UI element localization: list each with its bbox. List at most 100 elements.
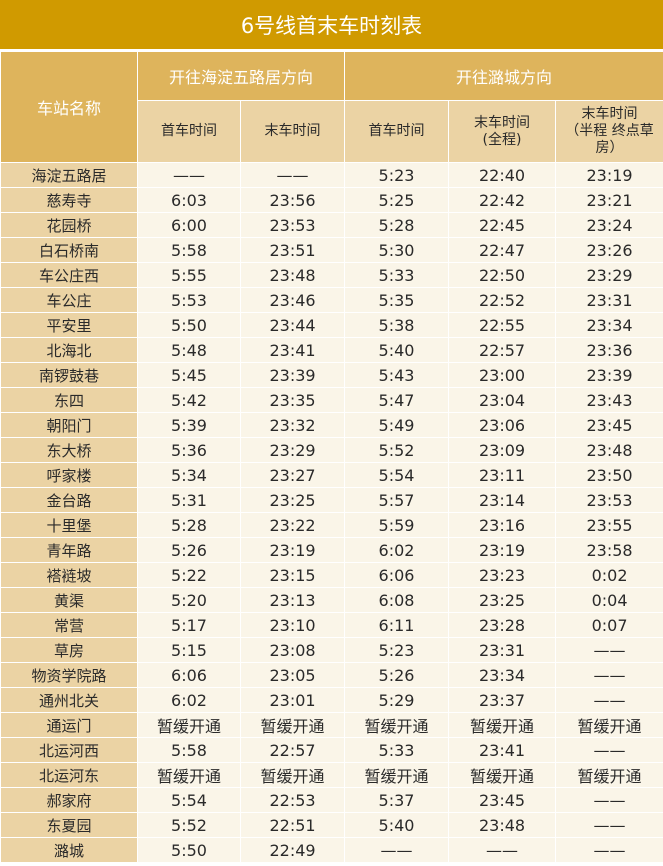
time-cell: 23:56 xyxy=(239,187,346,213)
table-row: 呼家楼 5:34 23:27 5:54 23:11 23:50 xyxy=(0,462,663,488)
time-cell: —— xyxy=(239,162,346,188)
station-name: 物资学院路 xyxy=(0,662,138,688)
time-cell: 23:27 xyxy=(239,462,346,488)
station-name: 通州北关 xyxy=(0,687,138,713)
time-cell: —— xyxy=(555,787,663,813)
time-cell: 23:22 xyxy=(239,512,346,538)
table-row: 北运河东 暂缓开通 暂缓开通 暂缓开通 暂缓开通 暂缓开通 xyxy=(0,762,663,788)
station-name: 褡裢坡 xyxy=(0,562,138,588)
table-row: 朝阳门 5:39 23:32 5:49 23:06 23:45 xyxy=(0,412,663,438)
station-name: 金台路 xyxy=(0,487,138,513)
time-cell: 22:47 xyxy=(448,237,557,263)
time-cell: 22:42 xyxy=(448,187,557,213)
time-cell: 23:11 xyxy=(448,462,557,488)
time-cell: 暂缓开通 xyxy=(137,762,241,788)
table-row: 慈寿寺 6:03 23:56 5:25 22:42 23:21 xyxy=(0,187,663,213)
time-cell: —— xyxy=(555,662,663,688)
table-row: 南锣鼓巷 5:45 23:39 5:43 23:00 23:39 xyxy=(0,362,663,388)
time-cell: 23:14 xyxy=(448,487,557,513)
station-name: 呼家楼 xyxy=(0,462,138,488)
time-cell: 23:45 xyxy=(555,412,663,438)
table-row: 白石桥南 5:58 23:51 5:30 22:47 23:26 xyxy=(0,237,663,263)
time-cell: 5:22 xyxy=(137,562,241,588)
table-row: 北海北 5:48 23:41 5:40 22:57 23:36 xyxy=(0,337,663,363)
time-cell: 5:20 xyxy=(137,587,241,613)
time-cell: 23:24 xyxy=(555,212,663,238)
time-cell: 23:01 xyxy=(239,687,346,713)
time-cell: 22:45 xyxy=(448,212,557,238)
time-cell: 22:55 xyxy=(448,312,557,338)
time-cell: 23:48 xyxy=(448,812,557,838)
time-cell: 23:53 xyxy=(555,487,663,513)
time-cell: 5:40 xyxy=(344,337,450,363)
time-cell: 23:29 xyxy=(239,437,346,463)
time-cell: —— xyxy=(137,162,241,188)
time-cell: 5:58 xyxy=(137,237,241,263)
time-cell: 22:52 xyxy=(448,287,557,313)
time-cell: 5:50 xyxy=(137,837,241,863)
time-cell: 0:04 xyxy=(555,587,663,613)
table-row: 花园桥 6:00 23:53 5:28 22:45 23:24 xyxy=(0,212,663,238)
time-cell: 6:11 xyxy=(344,612,450,638)
table-row: 褡裢坡 5:22 23:15 6:06 23:23 0:02 xyxy=(0,562,663,588)
time-cell: 5:25 xyxy=(344,187,450,213)
table-row: 十里堡 5:28 23:22 5:59 23:16 23:55 xyxy=(0,512,663,538)
time-cell: 暂缓开通 xyxy=(448,762,557,788)
time-cell: 5:29 xyxy=(344,687,450,713)
time-cell: 5:23 xyxy=(344,637,450,663)
table-row: 北运河西 5:58 22:57 5:33 23:41 —— xyxy=(0,737,663,763)
time-cell: 23:19 xyxy=(239,537,346,563)
table-row: 通州北关 6:02 23:01 5:29 23:37 —— xyxy=(0,687,663,713)
column-header: 首车时间 xyxy=(344,100,450,163)
station-name: 南锣鼓巷 xyxy=(0,362,138,388)
time-cell: 5:52 xyxy=(344,437,450,463)
station-name: 青年路 xyxy=(0,537,138,563)
time-cell: 23:31 xyxy=(448,637,557,663)
station-name: 黄渠 xyxy=(0,587,138,613)
direction-header-haidian: 开往海淀五路居方向 xyxy=(136,51,346,101)
table-row: 东大桥 5:36 23:29 5:52 23:09 23:48 xyxy=(0,437,663,463)
time-cell: 23:26 xyxy=(555,237,663,263)
time-cell: —— xyxy=(448,837,557,863)
time-cell: 暂缓开通 xyxy=(344,762,450,788)
time-cell: 23:58 xyxy=(555,537,663,563)
time-cell: 5:47 xyxy=(344,387,450,413)
time-cell: 0:02 xyxy=(555,562,663,588)
station-name: 海淀五路居 xyxy=(0,162,138,188)
station-name: 通运门 xyxy=(0,712,138,738)
time-cell: 5:53 xyxy=(137,287,241,313)
time-cell: 23:25 xyxy=(448,587,557,613)
time-cell: 5:55 xyxy=(137,262,241,288)
time-cell: 5:49 xyxy=(344,412,450,438)
time-cell: 23:43 xyxy=(555,387,663,413)
station-name: 朝阳门 xyxy=(0,412,138,438)
station-name: 潞城 xyxy=(0,837,138,863)
time-cell: 22:53 xyxy=(239,787,346,813)
column-header: 末车时间 xyxy=(239,100,346,163)
time-cell: 5:59 xyxy=(344,512,450,538)
time-cell: 暂缓开通 xyxy=(344,712,450,738)
table-row: 平安里 5:50 23:44 5:38 22:55 23:34 xyxy=(0,312,663,338)
time-cell: 22:50 xyxy=(448,262,557,288)
time-cell: 0:07 xyxy=(555,612,663,638)
time-cell: 暂缓开通 xyxy=(555,712,663,738)
time-cell: 22:57 xyxy=(239,737,346,763)
station-name: 车公庄西 xyxy=(0,262,138,288)
direction-header-lucheng: 开往潞城方向 xyxy=(344,51,663,101)
station-name: 花园桥 xyxy=(0,212,138,238)
time-cell: 23:37 xyxy=(448,687,557,713)
time-cell: 暂缓开通 xyxy=(239,762,346,788)
time-cell: 23:39 xyxy=(555,362,663,388)
time-cell: 23:55 xyxy=(555,512,663,538)
table-row: 常营 5:17 23:10 6:11 23:28 0:07 xyxy=(0,612,663,638)
time-cell: 23:19 xyxy=(448,537,557,563)
time-cell: 5:42 xyxy=(137,387,241,413)
column-header: 首车时间 xyxy=(137,100,241,163)
column-header: 末车时间 （半程 终点草房） xyxy=(555,100,663,163)
time-cell: 6:06 xyxy=(344,562,450,588)
time-cell: 23:32 xyxy=(239,412,346,438)
time-cell: —— xyxy=(555,687,663,713)
station-name: 慈寿寺 xyxy=(0,187,138,213)
time-cell: 5:45 xyxy=(137,362,241,388)
time-cell: 23:23 xyxy=(448,562,557,588)
